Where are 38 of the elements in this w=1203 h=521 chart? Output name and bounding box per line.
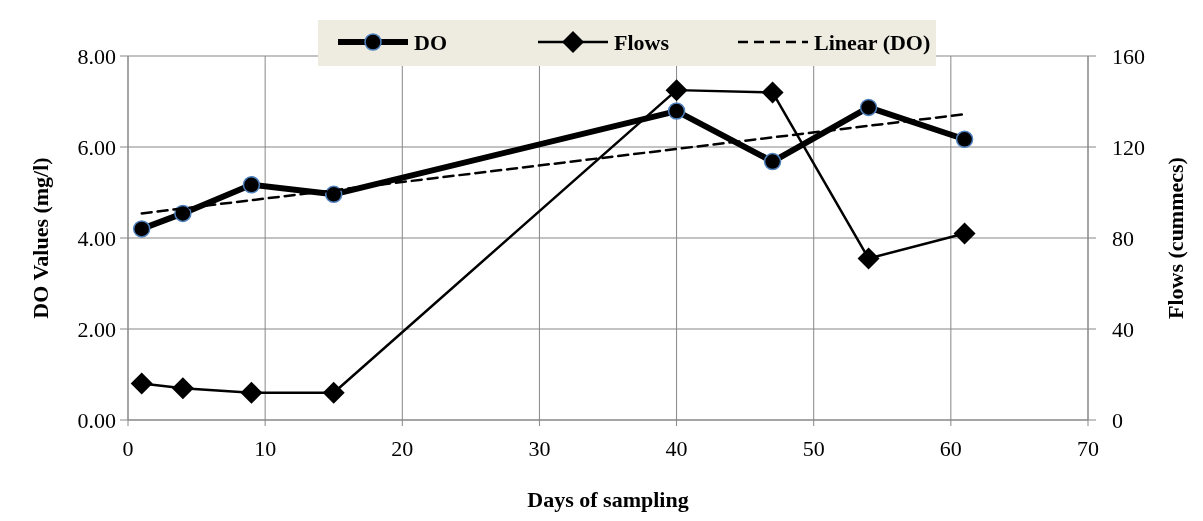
point bbox=[761, 81, 784, 104]
x-tick-label: 10 bbox=[254, 436, 277, 461]
point bbox=[667, 102, 686, 120]
point bbox=[857, 247, 880, 270]
y2-tick-label: 120 bbox=[1112, 135, 1145, 160]
y2-tick-label: 160 bbox=[1112, 44, 1145, 69]
x-tick-label: 20 bbox=[391, 436, 414, 461]
y2-axis-title: Flows (cummecs) bbox=[1163, 157, 1188, 319]
y-tick-label: 0.00 bbox=[77, 408, 116, 433]
x-tick-label: 50 bbox=[802, 436, 825, 461]
legend-label: Flows bbox=[614, 30, 670, 55]
y-tick-label: 4.00 bbox=[77, 226, 116, 251]
point bbox=[955, 130, 974, 149]
point bbox=[859, 98, 878, 117]
y2-tick-label: 80 bbox=[1112, 226, 1134, 251]
point bbox=[242, 176, 261, 194]
point bbox=[763, 152, 782, 171]
x-tick-label: 40 bbox=[665, 436, 688, 461]
y-tick-label: 2.00 bbox=[77, 317, 116, 342]
y-axis-title: DO Values (mg/l) bbox=[28, 157, 53, 319]
x-tick-label: 30 bbox=[528, 436, 551, 461]
y2-tick-label: 40 bbox=[1112, 317, 1134, 342]
y2-tick-label: 0 bbox=[1112, 408, 1123, 433]
x-tick-label: 60 bbox=[939, 436, 962, 461]
point bbox=[130, 372, 153, 395]
y-tick-label: 6.00 bbox=[77, 135, 116, 160]
x-tick-label: 70 bbox=[1077, 436, 1099, 461]
point bbox=[322, 381, 345, 404]
point bbox=[171, 377, 194, 400]
x-axis-title: Days of sampling bbox=[527, 487, 689, 512]
point bbox=[132, 220, 151, 238]
point bbox=[240, 381, 263, 404]
point bbox=[953, 222, 976, 245]
legend-label: DO bbox=[414, 30, 447, 55]
y-tick-label: 8.00 bbox=[77, 44, 116, 69]
legend-label: Linear (DO) bbox=[814, 30, 931, 55]
x-tick-label: 0 bbox=[122, 436, 134, 461]
point bbox=[665, 79, 688, 102]
